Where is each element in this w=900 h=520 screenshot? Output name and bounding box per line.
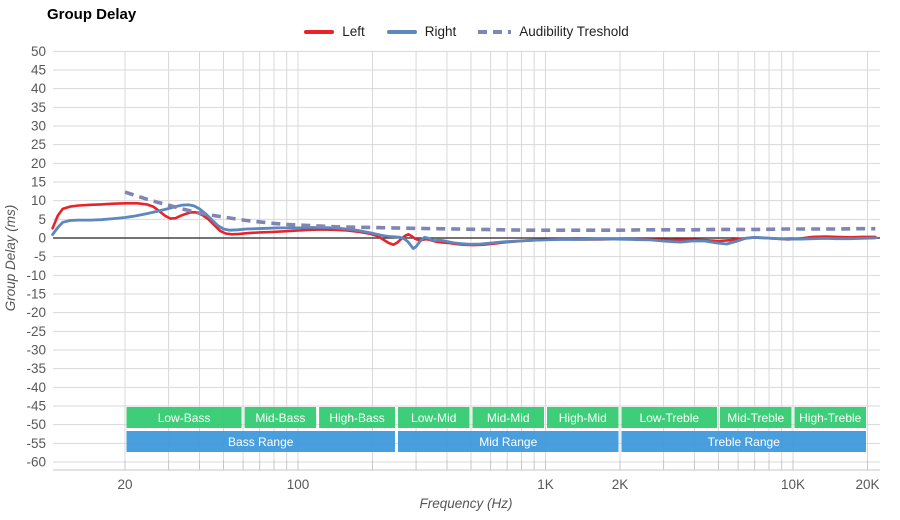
x-tick-label: 20K xyxy=(855,477,879,492)
y-tick-label: 50 xyxy=(31,44,46,59)
legend-label-right: Right xyxy=(424,24,457,39)
y-tick-label: 40 xyxy=(31,81,46,96)
chart-title: Group Delay xyxy=(47,6,137,23)
tick-labels: 50454035302520151050-5-10-15-20-25-30-35… xyxy=(26,44,879,492)
band-segment xyxy=(546,407,619,428)
y-tick-label: 25 xyxy=(31,137,46,152)
frequency-range-bands: Low-Bass Mid-Bass High-Bass Low-Mid Mid-Mid H… xyxy=(126,407,866,452)
y-tick-label: 20 xyxy=(31,156,46,171)
y-gridlines xyxy=(53,50,880,463)
y-tick-label: 15 xyxy=(31,175,46,190)
y-axis-title: Group Delay (ms) xyxy=(3,205,18,312)
y-tick-label: -30 xyxy=(26,342,46,357)
y-tick-label: -40 xyxy=(26,380,46,395)
y-tick-label: 30 xyxy=(31,119,46,134)
series-audibility-treshold-line xyxy=(124,190,876,232)
band-label: High-Mid xyxy=(559,411,607,425)
band-label: Low-Treble xyxy=(639,411,699,425)
band-segment xyxy=(126,431,395,452)
band-segment xyxy=(397,407,470,428)
band-segment xyxy=(244,407,317,428)
x-tick-label: 100 xyxy=(287,477,310,492)
band-segment xyxy=(319,407,395,428)
band-segment xyxy=(719,407,792,428)
y-tick-label: 35 xyxy=(31,100,46,115)
band-segment xyxy=(397,431,619,452)
band-label: Treble Range xyxy=(708,435,781,449)
y-tick-label: -50 xyxy=(26,417,46,432)
plot-render-root: Low-Bass Mid-Bass High-Bass Low-Mid Mid-Mid H… xyxy=(26,44,880,492)
x-tick-label: 2K xyxy=(612,477,629,492)
x-gridlines xyxy=(124,51,868,460)
legend-item-right[interactable]: Right xyxy=(386,24,457,39)
y-tick-label: -25 xyxy=(26,324,46,339)
y-tick-label: -15 xyxy=(26,286,46,301)
band-label: Mid-Treble xyxy=(727,411,784,425)
band-label: Mid-Bass xyxy=(255,411,305,425)
legend-label-audibility-threshold: Audibility Treshold xyxy=(519,24,629,39)
legend-label-left: Left xyxy=(342,24,365,39)
band-label: Low-Bass xyxy=(158,411,211,425)
y-tick-label: -5 xyxy=(34,249,46,264)
y-tick-label: -60 xyxy=(26,454,46,469)
y-tick-label: -45 xyxy=(26,398,46,413)
x-axis-title: Frequency (Hz) xyxy=(419,496,512,511)
y-tick-label: 5 xyxy=(38,212,46,227)
band-label: Bass Range xyxy=(228,435,294,449)
band-label: High-Treble xyxy=(799,411,862,425)
x-tick-label: 10K xyxy=(781,477,805,492)
band-label: High-Bass xyxy=(329,411,384,425)
x-tick-label: 1K xyxy=(537,477,554,492)
y-tick-label: 45 xyxy=(31,63,46,78)
y-tick-label: 0 xyxy=(38,231,46,246)
band-label: Mid-Mid xyxy=(487,411,530,425)
band-label: Low-Mid xyxy=(411,411,456,425)
band-segment xyxy=(621,431,866,452)
series-right-line xyxy=(51,203,877,250)
y-tick-label: -10 xyxy=(26,268,46,283)
legend-item-left[interactable]: Left xyxy=(304,24,365,39)
band-segment xyxy=(621,407,717,428)
band-segment xyxy=(794,407,866,428)
right-line-swatch xyxy=(386,29,417,34)
band-label: Mid Range xyxy=(479,435,537,449)
x-axis-ticks xyxy=(53,460,880,471)
legend-item-audibility-threshold[interactable]: Audibility Treshold xyxy=(478,24,629,39)
x-tick-label: 20 xyxy=(117,477,132,492)
y-tick-label: 10 xyxy=(31,193,46,208)
audibility-threshold-line-swatch xyxy=(478,29,512,34)
y-tick-label: -20 xyxy=(26,305,46,320)
y-tick-label: -55 xyxy=(26,436,46,451)
band-segment xyxy=(472,407,544,428)
left-line-swatch xyxy=(304,29,335,34)
y-tick-label: -35 xyxy=(26,361,46,376)
chart-legend: Left Right Audibility Treshold xyxy=(53,24,880,39)
band-segment xyxy=(126,407,242,428)
